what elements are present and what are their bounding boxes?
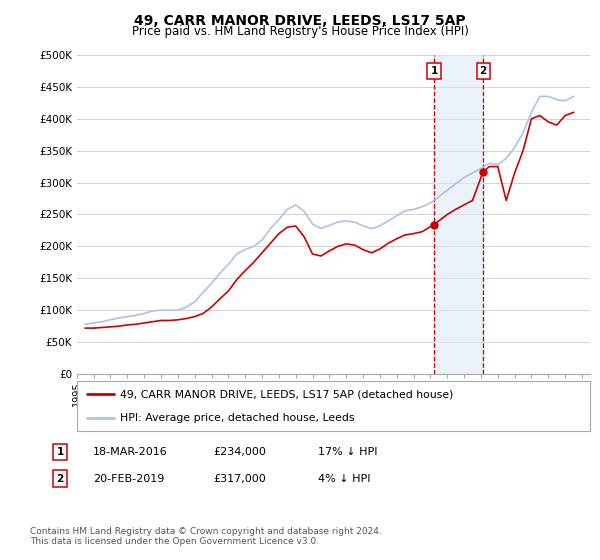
- Text: 49, CARR MANOR DRIVE, LEEDS, LS17 5AP: 49, CARR MANOR DRIVE, LEEDS, LS17 5AP: [134, 14, 466, 28]
- Text: 2: 2: [56, 474, 64, 484]
- Text: 2: 2: [479, 66, 487, 76]
- Text: 1: 1: [430, 66, 437, 76]
- Text: 49, CARR MANOR DRIVE, LEEDS, LS17 5AP (detached house): 49, CARR MANOR DRIVE, LEEDS, LS17 5AP (d…: [121, 389, 454, 399]
- Text: This data is licensed under the Open Government Licence v3.0.: This data is licensed under the Open Gov…: [30, 537, 319, 546]
- Text: £317,000: £317,000: [213, 474, 266, 484]
- Text: HPI: Average price, detached house, Leeds: HPI: Average price, detached house, Leed…: [121, 413, 355, 423]
- Text: 18-MAR-2016: 18-MAR-2016: [93, 447, 168, 457]
- Bar: [434, 55, 483, 374]
- Text: 17% ↓ HPI: 17% ↓ HPI: [318, 447, 377, 457]
- Text: Price paid vs. HM Land Registry's House Price Index (HPI): Price paid vs. HM Land Registry's House …: [131, 25, 469, 38]
- Text: 20-FEB-2019: 20-FEB-2019: [93, 474, 164, 484]
- Text: £234,000: £234,000: [213, 447, 266, 457]
- Text: 1: 1: [56, 447, 64, 457]
- Text: 4% ↓ HPI: 4% ↓ HPI: [318, 474, 371, 484]
- Text: Contains HM Land Registry data © Crown copyright and database right 2024.: Contains HM Land Registry data © Crown c…: [30, 528, 382, 536]
